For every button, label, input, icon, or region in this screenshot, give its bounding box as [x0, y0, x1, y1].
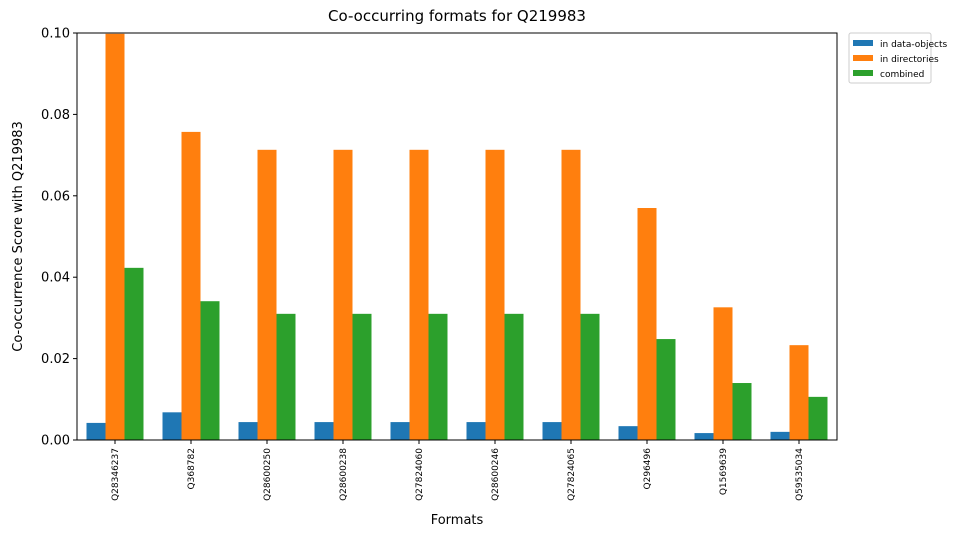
y-tick-label: 0.00 [41, 434, 70, 449]
legend: in data-objects in directories combined [848, 32, 947, 84]
bar-1-Q1569639 [694, 433, 714, 440]
bar-1-Q296496 [618, 426, 638, 440]
legend-label: combined [880, 70, 924, 80]
x-tick-label: Q28346237 [111, 448, 121, 501]
x-tick-label: Q28600250 [263, 448, 273, 501]
x-tick-label: Q27824065 [567, 448, 577, 501]
bar-2-Q368782 [181, 131, 201, 440]
bar-2-Q28600246 [485, 149, 505, 440]
x-axis-title: Formats [431, 513, 484, 528]
bar-3-Q368782 [200, 301, 220, 440]
legend-label: in data-objects [880, 40, 947, 50]
bar-1-Q28600238 [314, 422, 334, 440]
bar-3-Q28346237 [124, 267, 144, 440]
bar-1-Q368782 [162, 412, 182, 440]
bar-3-Q27824060 [428, 313, 448, 440]
x-axis: Q28346237 Q368782 Q28600250 Q28600238 Q27824… [111, 440, 805, 501]
x-tick-label: Q1569639 [719, 448, 729, 495]
bar-1-Q27824065 [542, 422, 562, 440]
bar-1-Q28600246 [466, 422, 486, 440]
bar-2-Q28346237 [105, 33, 125, 441]
bars-layer [86, 33, 828, 441]
bar-2-Q27824060 [409, 149, 429, 440]
legend-swatch [853, 70, 873, 76]
legend-label: in directories [880, 55, 939, 65]
legend-swatch [853, 55, 873, 61]
y-axis: 0.00 0.02 0.04 0.06 0.08 0.10 [41, 27, 77, 449]
bar-3-Q296496 [656, 339, 676, 440]
y-tick-label: 0.10 [41, 27, 70, 42]
x-tick-label: Q28600238 [339, 448, 349, 501]
y-axis-title: Co-occurrence Score with Q219983 [11, 121, 26, 352]
bar-2-Q28600238 [333, 149, 353, 440]
bar-1-Q28346237 [86, 422, 106, 440]
y-tick-label: 0.06 [41, 189, 70, 204]
bar-2-Q28600250 [257, 149, 277, 440]
plot-frame [76, 32, 838, 441]
bar-3-Q1569639 [732, 383, 752, 440]
bar-3-Q28600238 [352, 313, 372, 440]
bar-1-Q59535034 [770, 431, 790, 440]
y-tick-label: 0.02 [41, 352, 70, 367]
legend-swatch [853, 40, 873, 46]
x-tick-label: Q28600246 [491, 448, 501, 501]
bar-3-Q28600250 [276, 313, 296, 440]
y-tick-label: 0.04 [41, 271, 70, 286]
chart-title: Co-occurring formats for Q219983 [328, 7, 586, 25]
bar-1-Q27824060 [390, 422, 410, 440]
bar-2-Q1569639 [713, 307, 733, 440]
bar-2-Q59535034 [789, 345, 809, 440]
x-tick-label: Q296496 [643, 448, 653, 490]
y-tick-label: 0.08 [41, 108, 70, 123]
bar-3-Q28600246 [504, 313, 524, 440]
bar-2-Q296496 [637, 208, 657, 440]
x-tick-label: Q368782 [187, 448, 197, 489]
x-tick-label: Q59535034 [795, 448, 805, 501]
bar-2-Q27824065 [561, 149, 581, 440]
bar-3-Q27824065 [580, 313, 600, 440]
bar-3-Q59535034 [808, 396, 828, 440]
x-tick-label: Q27824060 [415, 448, 425, 501]
bar-1-Q28600250 [238, 422, 258, 440]
